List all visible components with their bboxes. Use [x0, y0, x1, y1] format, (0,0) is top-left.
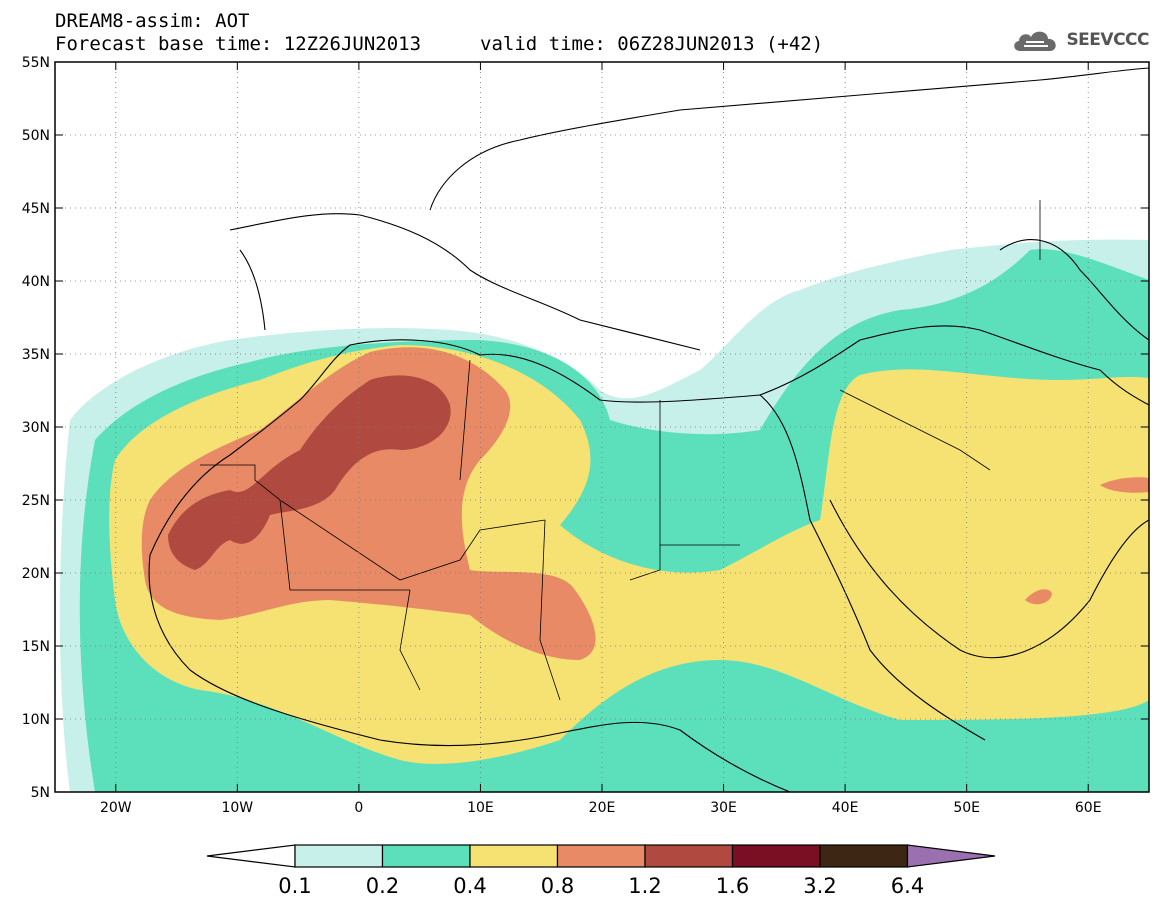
- map-title: DREAM8-assim: AOT: [55, 10, 250, 32]
- colorbar-segment: [556, 844, 646, 868]
- lat-label: 20N: [22, 566, 50, 582]
- lat-label: 10N: [22, 712, 50, 728]
- contour-0.8-oman: [1025, 589, 1052, 605]
- latitude-labels: 55N 50N 45N 40N 35N 30N 25N 20N 15N 10N 5N: [22, 55, 50, 801]
- colorbar-segment: [644, 844, 734, 868]
- contour-1.2: [168, 375, 451, 570]
- colorbar-high-arrow: [906, 844, 996, 868]
- colorbar-segment: [819, 844, 909, 868]
- lat-label: 5N: [31, 785, 50, 801]
- cloud-icon: [1014, 31, 1057, 51]
- colorbar-low-arrow: [206, 844, 296, 868]
- lon-label: 60E: [1075, 800, 1102, 816]
- colorbar-segment: [294, 844, 384, 868]
- colorbar-label: 3.2: [803, 874, 836, 898]
- axis-ticks: [55, 61, 1149, 793]
- graticule: [55, 62, 1149, 792]
- coastlines: [148, 67, 1149, 792]
- colorbar-segment: [469, 844, 559, 868]
- colorbar-label: 6.4: [891, 874, 924, 898]
- colorbar-segment: [731, 844, 821, 868]
- forecast-base-time: Forecast base time: 12Z26JUN2013: [55, 33, 422, 55]
- colorbar-label: 1.6: [716, 874, 749, 898]
- logo-text: SEEVCCC: [1066, 30, 1149, 50]
- lat-label: 35N: [22, 347, 50, 363]
- lon-label: 50E: [953, 800, 980, 816]
- colorbar-label: 0.4: [453, 874, 486, 898]
- country-borders: [200, 200, 1041, 701]
- colorbar-label: 1.2: [628, 874, 661, 898]
- lat-label: 25N: [22, 493, 50, 509]
- lon-label: 20W: [100, 800, 132, 816]
- lat-label: 30N: [22, 420, 50, 436]
- colorbar-label: 0.1: [278, 874, 311, 898]
- colorbar-label: 0.2: [366, 874, 399, 898]
- lon-label: 10E: [467, 800, 494, 816]
- lon-label: 40E: [832, 800, 859, 816]
- seevccc-logo: SEEVCCC: [1010, 24, 1149, 56]
- valid-time: valid time: 06Z28JUN2013 (+42): [480, 33, 824, 55]
- lat-label: 15N: [22, 639, 50, 655]
- colorbar: 0.1 0.2 0.4 0.8 1.2 1.6 3.2 6.4: [206, 844, 996, 898]
- lon-label: 30E: [710, 800, 737, 816]
- longitude-labels: 20W 10W 0 10E 20E 30E 40E 50E 60E: [100, 800, 1102, 816]
- lat-label: 40N: [22, 274, 50, 290]
- contour-1.2-east: [1100, 477, 1149, 493]
- lon-label: 10W: [221, 800, 253, 816]
- colorbar-label: 0.8: [541, 874, 574, 898]
- lon-label: 20E: [589, 800, 616, 816]
- lat-label: 45N: [22, 201, 50, 217]
- lat-label: 50N: [22, 128, 50, 144]
- lon-label: 0: [354, 800, 363, 816]
- contour-0.8: [141, 347, 596, 660]
- aot-contours: [55, 62, 1149, 792]
- lat-label: 55N: [22, 55, 50, 71]
- colorbar-segment: [381, 844, 471, 868]
